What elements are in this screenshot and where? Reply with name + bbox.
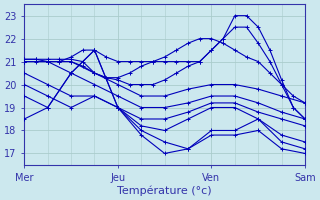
X-axis label: Température (°c): Température (°c) (117, 185, 212, 196)
